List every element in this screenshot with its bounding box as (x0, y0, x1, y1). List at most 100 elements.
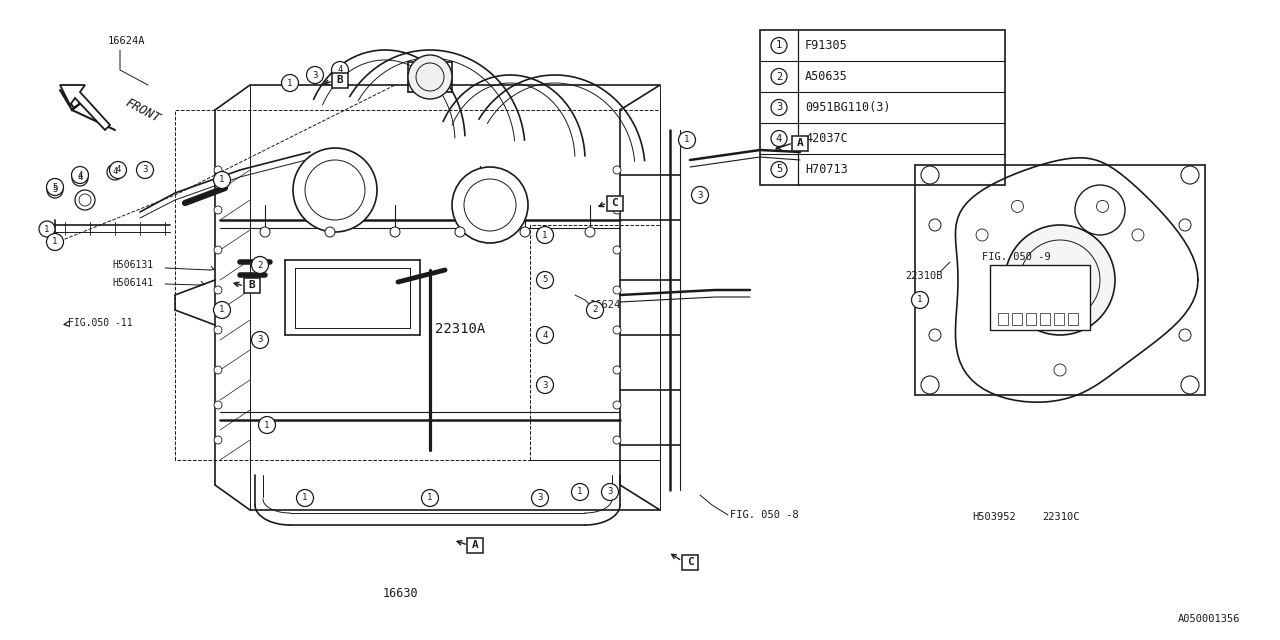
Circle shape (531, 490, 549, 506)
Circle shape (1181, 376, 1199, 394)
Circle shape (613, 286, 621, 294)
Circle shape (771, 131, 787, 147)
Text: F91305: F91305 (805, 39, 847, 52)
Text: 3: 3 (543, 381, 548, 390)
Text: 3: 3 (698, 191, 703, 200)
Text: 4: 4 (77, 173, 83, 182)
Bar (332, 72, 348, 88)
Circle shape (137, 161, 154, 179)
Bar (1039, 313, 1050, 325)
Text: B: B (248, 280, 256, 290)
Circle shape (214, 206, 221, 214)
Text: 1: 1 (428, 493, 433, 502)
Text: 3: 3 (776, 102, 782, 113)
Text: 1: 1 (45, 225, 50, 234)
Circle shape (251, 332, 269, 349)
Circle shape (214, 172, 230, 189)
Circle shape (390, 227, 399, 237)
Circle shape (520, 227, 530, 237)
Circle shape (38, 221, 55, 237)
Bar (607, 195, 623, 211)
Bar (682, 554, 698, 570)
Circle shape (421, 490, 439, 506)
Text: 1: 1 (918, 296, 923, 305)
Text: 1: 1 (219, 175, 225, 184)
Circle shape (1005, 225, 1115, 335)
Circle shape (214, 436, 221, 444)
Text: A: A (796, 138, 804, 148)
Circle shape (613, 366, 621, 374)
Text: 5: 5 (52, 186, 58, 195)
Text: 4: 4 (77, 170, 83, 179)
Text: 5: 5 (543, 275, 548, 285)
Circle shape (260, 227, 270, 237)
Text: 22310C: 22310C (1042, 512, 1079, 522)
Text: 22310B: 22310B (905, 271, 942, 281)
Text: A: A (471, 540, 479, 550)
Circle shape (282, 74, 298, 92)
Circle shape (214, 246, 221, 254)
Bar (1068, 313, 1078, 325)
Bar (1012, 313, 1021, 325)
Bar (244, 278, 260, 292)
Circle shape (332, 61, 348, 79)
Text: 5: 5 (776, 164, 782, 175)
Text: H506141: H506141 (113, 278, 154, 288)
Text: 4: 4 (113, 168, 118, 177)
Circle shape (408, 55, 452, 99)
Circle shape (613, 166, 621, 174)
Circle shape (325, 227, 335, 237)
Text: 2: 2 (776, 72, 782, 81)
Circle shape (214, 326, 221, 334)
Circle shape (214, 401, 221, 409)
Circle shape (297, 490, 314, 506)
Text: 2: 2 (257, 260, 262, 269)
Circle shape (47, 182, 63, 198)
Circle shape (306, 67, 324, 83)
Text: 1: 1 (685, 136, 690, 145)
Text: 3: 3 (257, 335, 262, 344)
Text: 1: 1 (577, 488, 582, 497)
Text: 16624: 16624 (590, 300, 621, 310)
Circle shape (1181, 166, 1199, 184)
Circle shape (691, 186, 709, 204)
Circle shape (771, 99, 787, 115)
Text: 16630: 16630 (383, 587, 417, 600)
Circle shape (922, 376, 940, 394)
Text: 3: 3 (142, 166, 147, 175)
Circle shape (613, 246, 621, 254)
Text: FIG. 050 -8: FIG. 050 -8 (730, 510, 799, 520)
Circle shape (1075, 185, 1125, 235)
Circle shape (771, 38, 787, 54)
Circle shape (571, 483, 589, 500)
Text: A050001356: A050001356 (1178, 614, 1240, 624)
Circle shape (214, 301, 230, 319)
Bar (1027, 313, 1036, 325)
Circle shape (771, 161, 787, 177)
Circle shape (585, 227, 595, 237)
Text: 4: 4 (776, 134, 782, 143)
Text: 16624A: 16624A (108, 36, 146, 46)
Text: H506131: H506131 (113, 260, 154, 270)
Circle shape (454, 227, 465, 237)
Circle shape (259, 417, 275, 433)
Circle shape (293, 148, 378, 232)
Text: 0951BG110(3): 0951BG110(3) (805, 101, 891, 114)
Circle shape (536, 326, 553, 344)
Text: 4: 4 (115, 166, 120, 175)
Text: H70713: H70713 (805, 163, 847, 176)
Circle shape (214, 166, 221, 174)
Bar (998, 313, 1009, 325)
Text: 4: 4 (543, 330, 548, 339)
Circle shape (613, 206, 621, 214)
Circle shape (536, 227, 553, 243)
Bar (792, 136, 808, 150)
Text: 2: 2 (593, 305, 598, 314)
Circle shape (613, 436, 621, 444)
Bar (1053, 313, 1064, 325)
Circle shape (251, 257, 269, 273)
Circle shape (536, 271, 553, 289)
Text: 22310A: 22310A (435, 322, 485, 336)
Text: A50635: A50635 (805, 70, 847, 83)
Circle shape (76, 190, 95, 210)
